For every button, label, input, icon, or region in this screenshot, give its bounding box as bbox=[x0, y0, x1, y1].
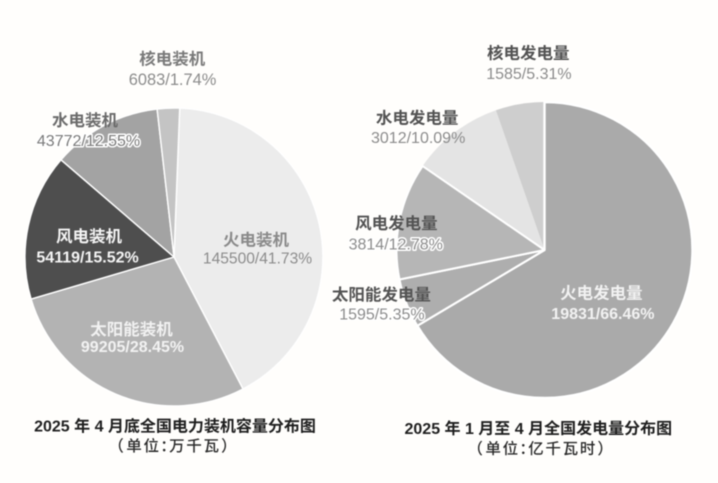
svg-text:4: 4 bbox=[95, 419, 104, 436]
svg-text:3814/12.78%: 3814/12.78% bbox=[349, 236, 443, 253]
svg-text:43772/12.55%: 43772/12.55% bbox=[37, 133, 140, 150]
svg-text:19831/66.46%: 19831/66.46% bbox=[551, 306, 654, 323]
svg-text:145500/41.73%: 145500/41.73% bbox=[203, 251, 312, 268]
svg-text:6083/1.74%: 6083/1.74% bbox=[129, 71, 217, 89]
svg-text:3012/10.09%: 3012/10.09% bbox=[371, 130, 465, 147]
svg-text:99205/28.45%: 99205/28.45% bbox=[81, 339, 184, 356]
svg-text:1585/5.31%: 1585/5.31% bbox=[486, 66, 571, 83]
svg-text:1595/5.35%: 1595/5.35% bbox=[339, 306, 424, 323]
svg-text:54119/15.52%: 54119/15.52% bbox=[36, 249, 138, 266]
svg-text:4: 4 bbox=[515, 421, 524, 438]
svg-text:1: 1 bbox=[465, 421, 474, 438]
svg-text:2025: 2025 bbox=[34, 419, 70, 436]
svg-text:2025: 2025 bbox=[405, 421, 441, 438]
